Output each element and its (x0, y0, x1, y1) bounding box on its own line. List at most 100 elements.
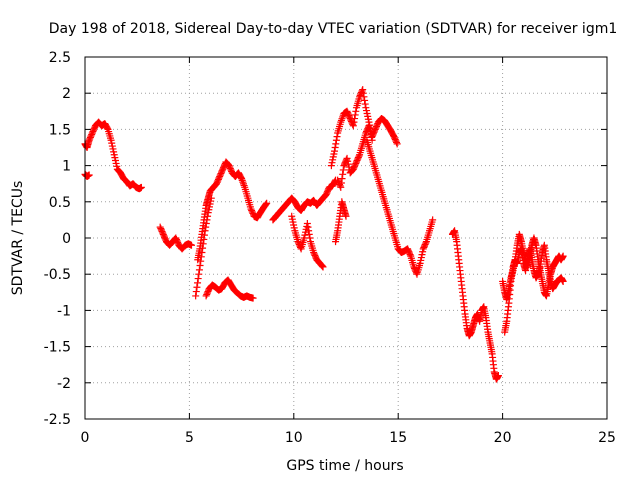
data-point (198, 248, 206, 256)
x-tick-label: 15 (389, 430, 407, 446)
series-trace-8 (288, 212, 327, 271)
series-trace-1 (81, 118, 145, 193)
x-tick-label: 20 (494, 430, 512, 446)
series-trace-2 (81, 170, 93, 180)
data-point (319, 263, 327, 271)
data-point (318, 262, 326, 270)
data-point (199, 244, 207, 252)
data-point (249, 294, 257, 302)
data-point (200, 235, 208, 243)
data-point (337, 183, 345, 191)
data-point (305, 227, 313, 235)
x-tick-label: 25 (598, 430, 616, 446)
series-trace-7 (269, 176, 340, 224)
data-point (197, 257, 205, 265)
data-point (359, 89, 367, 97)
data-point (359, 86, 367, 94)
data-point (393, 138, 401, 146)
data-point (201, 227, 209, 235)
data-point (337, 179, 345, 187)
y-tick-label: 1 (62, 159, 71, 175)
x-axis-label: GPS time / hours (286, 458, 403, 474)
series-trace-13 (448, 227, 502, 383)
data-point (202, 223, 210, 231)
data-point (406, 251, 414, 259)
series-trace-4 (194, 158, 271, 264)
data-point (195, 266, 203, 274)
data-point (331, 147, 339, 155)
grid (85, 57, 607, 419)
series-trace-6 (202, 276, 257, 302)
series-trace-15 (501, 241, 567, 336)
y-tick-label: 2 (62, 86, 71, 102)
data-point (351, 115, 359, 123)
data-point (306, 234, 314, 242)
data-point (339, 170, 347, 178)
data-point (194, 275, 202, 283)
data-point (103, 124, 111, 132)
data-point (333, 133, 341, 141)
data-point (203, 216, 211, 224)
data-point (361, 100, 369, 108)
data-point (187, 241, 195, 249)
series-trace-9 (327, 86, 401, 170)
data-point (349, 122, 357, 130)
y-tick-label: 0 (62, 231, 71, 247)
data-point (559, 277, 567, 285)
x-tick-label: 0 (81, 430, 90, 446)
data-point (85, 171, 93, 179)
data-point (351, 111, 359, 119)
y-tick-label: 0.5 (49, 195, 71, 211)
data-point (422, 239, 430, 247)
data-point (332, 136, 340, 144)
data-point (262, 200, 270, 208)
data-point (305, 230, 313, 238)
data-point (429, 216, 437, 224)
data-point (339, 166, 347, 174)
y-axis-label: SDTVAR / TECUs (10, 181, 26, 296)
data-point (318, 262, 326, 270)
chart-title: Day 198 of 2018, Sidereal Day-to-day VTE… (49, 21, 618, 37)
data-point (332, 140, 340, 148)
y-tick-label: 2.5 (49, 50, 71, 66)
data-point (364, 123, 372, 131)
y-tick-label: -2.5 (44, 412, 71, 428)
data-point (360, 93, 368, 101)
data-point (192, 292, 200, 300)
series-trace-3 (156, 223, 195, 253)
data-point (331, 144, 339, 151)
data-point (137, 183, 145, 191)
series-trace-10 (334, 122, 376, 191)
data-point (202, 220, 210, 228)
data-point (200, 231, 208, 239)
y-tick-label: -0.5 (44, 267, 71, 283)
data-point (361, 96, 369, 104)
x-tick-label: 5 (185, 430, 194, 446)
data-points (81, 86, 567, 383)
data-point (393, 140, 401, 148)
series-trace-12 (363, 136, 437, 278)
data-point (195, 270, 203, 278)
data-point (204, 212, 212, 220)
data-point (338, 175, 346, 183)
data-point (304, 223, 312, 231)
data-point (199, 240, 207, 248)
data-point (197, 253, 205, 261)
data-point (342, 156, 350, 164)
y-tick-label: -2 (57, 376, 71, 392)
x-tick-label: 10 (285, 430, 303, 446)
data-point (196, 262, 204, 270)
y-tick-label: -1.5 (44, 340, 71, 356)
y-tick-label: 1.5 (49, 122, 71, 138)
data-point (494, 372, 502, 380)
plot-frame (84, 56, 608, 420)
data-point (303, 220, 311, 228)
data-point (342, 212, 350, 220)
data-point (352, 107, 360, 115)
series-trace-5 (192, 194, 215, 300)
data-point (263, 199, 271, 207)
data-point (559, 252, 567, 260)
data-point (194, 279, 202, 287)
y-tick-label: -1 (57, 303, 71, 319)
